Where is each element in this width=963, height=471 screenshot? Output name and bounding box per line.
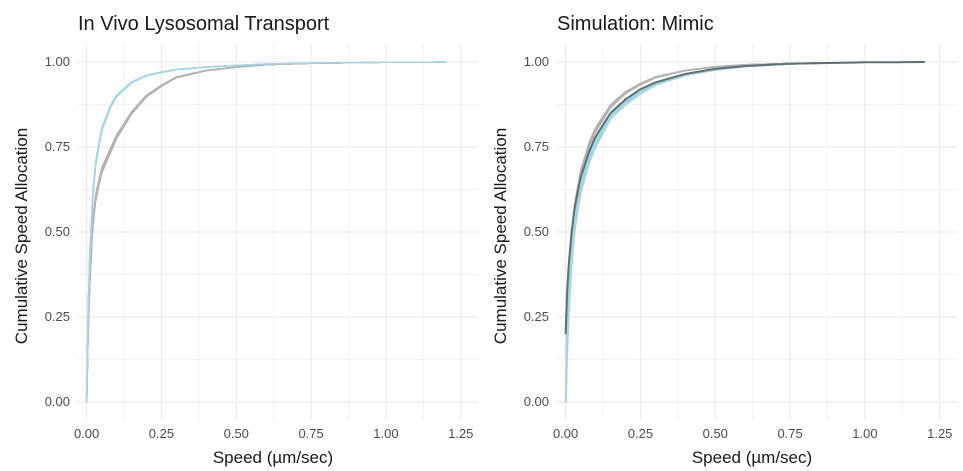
y-axis-label: Cumulative Speed Allocation: [491, 128, 510, 344]
y-tick-label: 0.50: [524, 224, 549, 239]
x-tick-label: 1.25: [927, 426, 952, 441]
x-tick-label: 0.25: [149, 426, 174, 441]
y-tick-label: 1.00: [45, 54, 70, 69]
curves: [85, 61, 446, 403]
x-tick-label: 0.00: [553, 426, 578, 441]
x-axis-label: Speed (µm/sec): [692, 448, 812, 467]
y-tick-label: 0.75: [524, 139, 549, 154]
y-tick-label: 0.25: [45, 309, 70, 324]
x-axis-label: Speed (µm/sec): [213, 448, 333, 467]
y-tick-label: 0.25: [524, 309, 549, 324]
grid-major: [78, 44, 478, 420]
curves: [564, 61, 925, 403]
y-tick-labels: 0.00 0.25 0.50 0.75 1.00: [45, 54, 70, 409]
x-tick-label: 0.25: [628, 426, 653, 441]
y-tick-label: 0.50: [45, 224, 70, 239]
panel-left: In Vivo Lysosomal Transport Cumulative S…: [12, 13, 478, 467]
x-tick-label: 0.00: [74, 426, 99, 441]
y-tick-labels: 0.00 0.25 0.50 0.75 1.00: [524, 54, 549, 409]
chart-title: Simulation: Mimic: [557, 13, 714, 35]
x-tick-label: 0.50: [703, 426, 728, 441]
panel-right: Simulation: Mimic Cumulative Speed Alloc…: [491, 13, 957, 467]
y-tick-label: 0.75: [45, 139, 70, 154]
x-tick-label: 1.00: [373, 426, 398, 441]
x-tick-label: 1.00: [852, 426, 877, 441]
y-tick-label: 0.00: [524, 394, 549, 409]
chart-title: In Vivo Lysosomal Transport: [78, 13, 330, 35]
x-tick-labels: 0.00 0.25 0.50 0.75 1.00 1.25: [74, 426, 473, 441]
x-tick-label: 0.75: [777, 426, 802, 441]
y-axis-label: Cumulative Speed Allocation: [12, 128, 31, 344]
fit-curve: [564, 61, 925, 334]
blue-curve: [85, 61, 446, 402]
x-tick-labels: 0.00 0.25 0.50 0.75 1.00 1.25: [553, 426, 952, 441]
x-tick-label: 0.50: [224, 426, 249, 441]
x-tick-label: 1.25: [448, 426, 473, 441]
grid-major: [557, 44, 957, 420]
y-tick-label: 0.00: [45, 394, 70, 409]
y-tick-label: 1.00: [524, 54, 549, 69]
x-tick-label: 0.75: [298, 426, 323, 441]
